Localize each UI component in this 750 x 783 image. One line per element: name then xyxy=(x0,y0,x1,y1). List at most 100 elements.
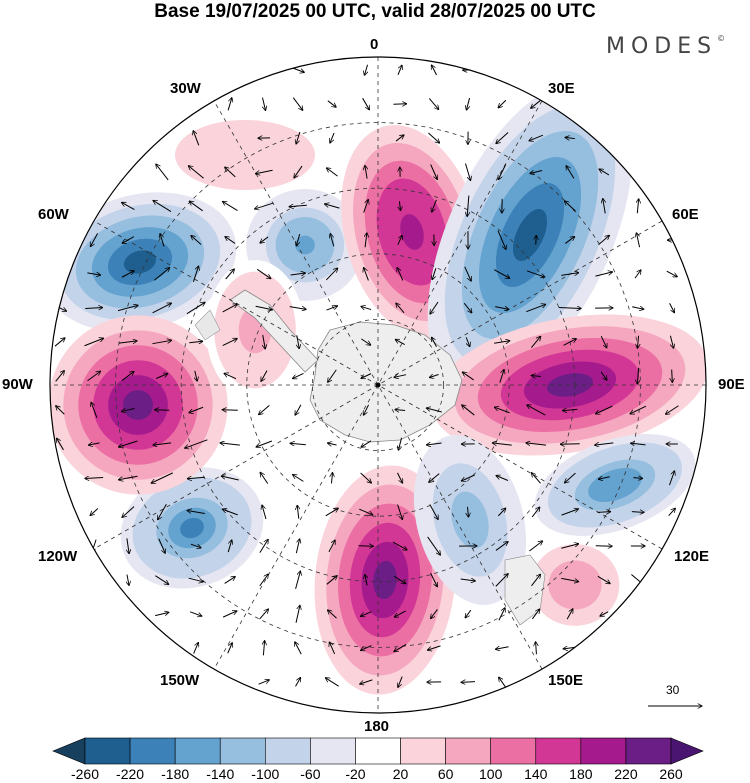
wind-vector xyxy=(465,337,470,346)
wind-vector xyxy=(187,510,205,515)
wind-vector xyxy=(669,335,673,349)
wind-vector xyxy=(290,273,306,275)
wind-vector xyxy=(289,307,306,310)
wind-vector xyxy=(186,302,205,315)
wind-vector xyxy=(295,571,301,590)
wind-vector xyxy=(119,475,138,480)
wind-vector xyxy=(397,65,402,76)
wind-vector xyxy=(290,443,306,444)
lon-label-60w: 60W xyxy=(38,206,69,223)
wind-vectors xyxy=(53,65,679,688)
wind-vector xyxy=(127,538,129,553)
colorbar-swatch xyxy=(84,737,131,765)
wind-vector xyxy=(295,605,300,623)
wind-vector xyxy=(396,303,405,314)
wind-vector xyxy=(397,268,404,281)
wind-vector xyxy=(397,472,402,483)
colorbar-tick-label: -60 xyxy=(300,766,321,782)
wind-vector xyxy=(325,268,337,281)
wind-vector xyxy=(85,478,104,479)
wind-vector xyxy=(363,404,370,415)
wind-vector xyxy=(325,204,340,209)
anomaly-low-60w xyxy=(50,192,237,332)
colorbar-swatch xyxy=(445,737,491,765)
wind-vector xyxy=(668,508,676,517)
wind-vector xyxy=(189,341,202,343)
wind-vector xyxy=(530,171,543,174)
wind-vector xyxy=(224,577,236,584)
wind-vector xyxy=(599,169,610,176)
wind-vector xyxy=(463,302,472,313)
wind-vector xyxy=(669,471,674,486)
wind-vector xyxy=(222,509,238,516)
wind-vector xyxy=(494,341,510,343)
wind-vector xyxy=(397,235,402,245)
wind-vector xyxy=(467,195,469,217)
wind-vector xyxy=(155,575,168,585)
wind-vector xyxy=(225,237,236,244)
wind-vector xyxy=(297,335,299,348)
wind-vector xyxy=(565,472,576,483)
wind-vector xyxy=(362,97,370,110)
wind-vector xyxy=(497,230,506,250)
wind-vector xyxy=(499,369,504,383)
wind-vector xyxy=(399,201,400,210)
wind-vector xyxy=(429,504,438,520)
wind-vector xyxy=(361,440,372,447)
wind-vector xyxy=(295,678,301,687)
wind-vector xyxy=(259,405,270,414)
lon-label-150e: 150E xyxy=(548,672,584,689)
map-title: Base 19/07/2025 00 UTC, valid 28/07/2025… xyxy=(154,1,596,22)
wind-vector xyxy=(87,371,100,382)
wind-vector xyxy=(496,132,509,143)
wind-vector xyxy=(263,641,264,656)
wind-vector xyxy=(158,504,167,519)
colorbar-swatch xyxy=(400,737,446,765)
colorbar-swatch xyxy=(580,737,627,765)
wind-vector xyxy=(296,234,301,246)
wind-vector xyxy=(328,369,337,383)
wind-vector xyxy=(55,371,65,382)
wind-vector xyxy=(325,678,339,687)
colorbar-tick-label: 180 xyxy=(569,766,593,782)
colorbar-swatch xyxy=(310,737,356,765)
wind-vector xyxy=(189,611,202,616)
wind-vector xyxy=(495,307,509,310)
wind-vector xyxy=(326,168,338,177)
wind-vector xyxy=(531,609,539,620)
brand-mark: © xyxy=(717,34,726,43)
wind-vector xyxy=(260,472,269,484)
wind-vector xyxy=(187,477,205,478)
lon-label-30w: 30W xyxy=(170,80,201,97)
wind-vector xyxy=(360,611,372,617)
wind-vector xyxy=(153,268,169,281)
wind-vector xyxy=(225,269,235,280)
wind-vector xyxy=(395,409,406,410)
wind-vector xyxy=(531,473,541,484)
wind-vector xyxy=(561,544,578,549)
wind-vector xyxy=(192,266,198,283)
anomaly-low-40e xyxy=(427,78,633,392)
wind-vector xyxy=(258,680,270,685)
wind-vector xyxy=(394,375,407,378)
lon-label-120w: 120W xyxy=(38,548,78,565)
wind-vector xyxy=(255,202,274,209)
wind-vector xyxy=(155,410,170,411)
wind-vector xyxy=(330,132,335,143)
wind-vector xyxy=(91,402,98,418)
wind-vector xyxy=(498,608,505,621)
wind-vector xyxy=(427,536,441,555)
wind-vector xyxy=(394,610,406,617)
wind-vector xyxy=(395,339,405,346)
wind-vector xyxy=(631,512,644,513)
wind-vector xyxy=(122,236,135,244)
wind-vector xyxy=(255,305,273,310)
antarctica-landmass xyxy=(194,289,546,626)
wind-vector xyxy=(222,338,237,346)
wind-vector xyxy=(429,473,440,483)
wind-vector xyxy=(227,98,232,111)
wind-vector xyxy=(595,443,614,445)
colorbar-swatch xyxy=(355,737,401,765)
wind-vector xyxy=(256,440,273,447)
wind-vector xyxy=(597,575,610,583)
